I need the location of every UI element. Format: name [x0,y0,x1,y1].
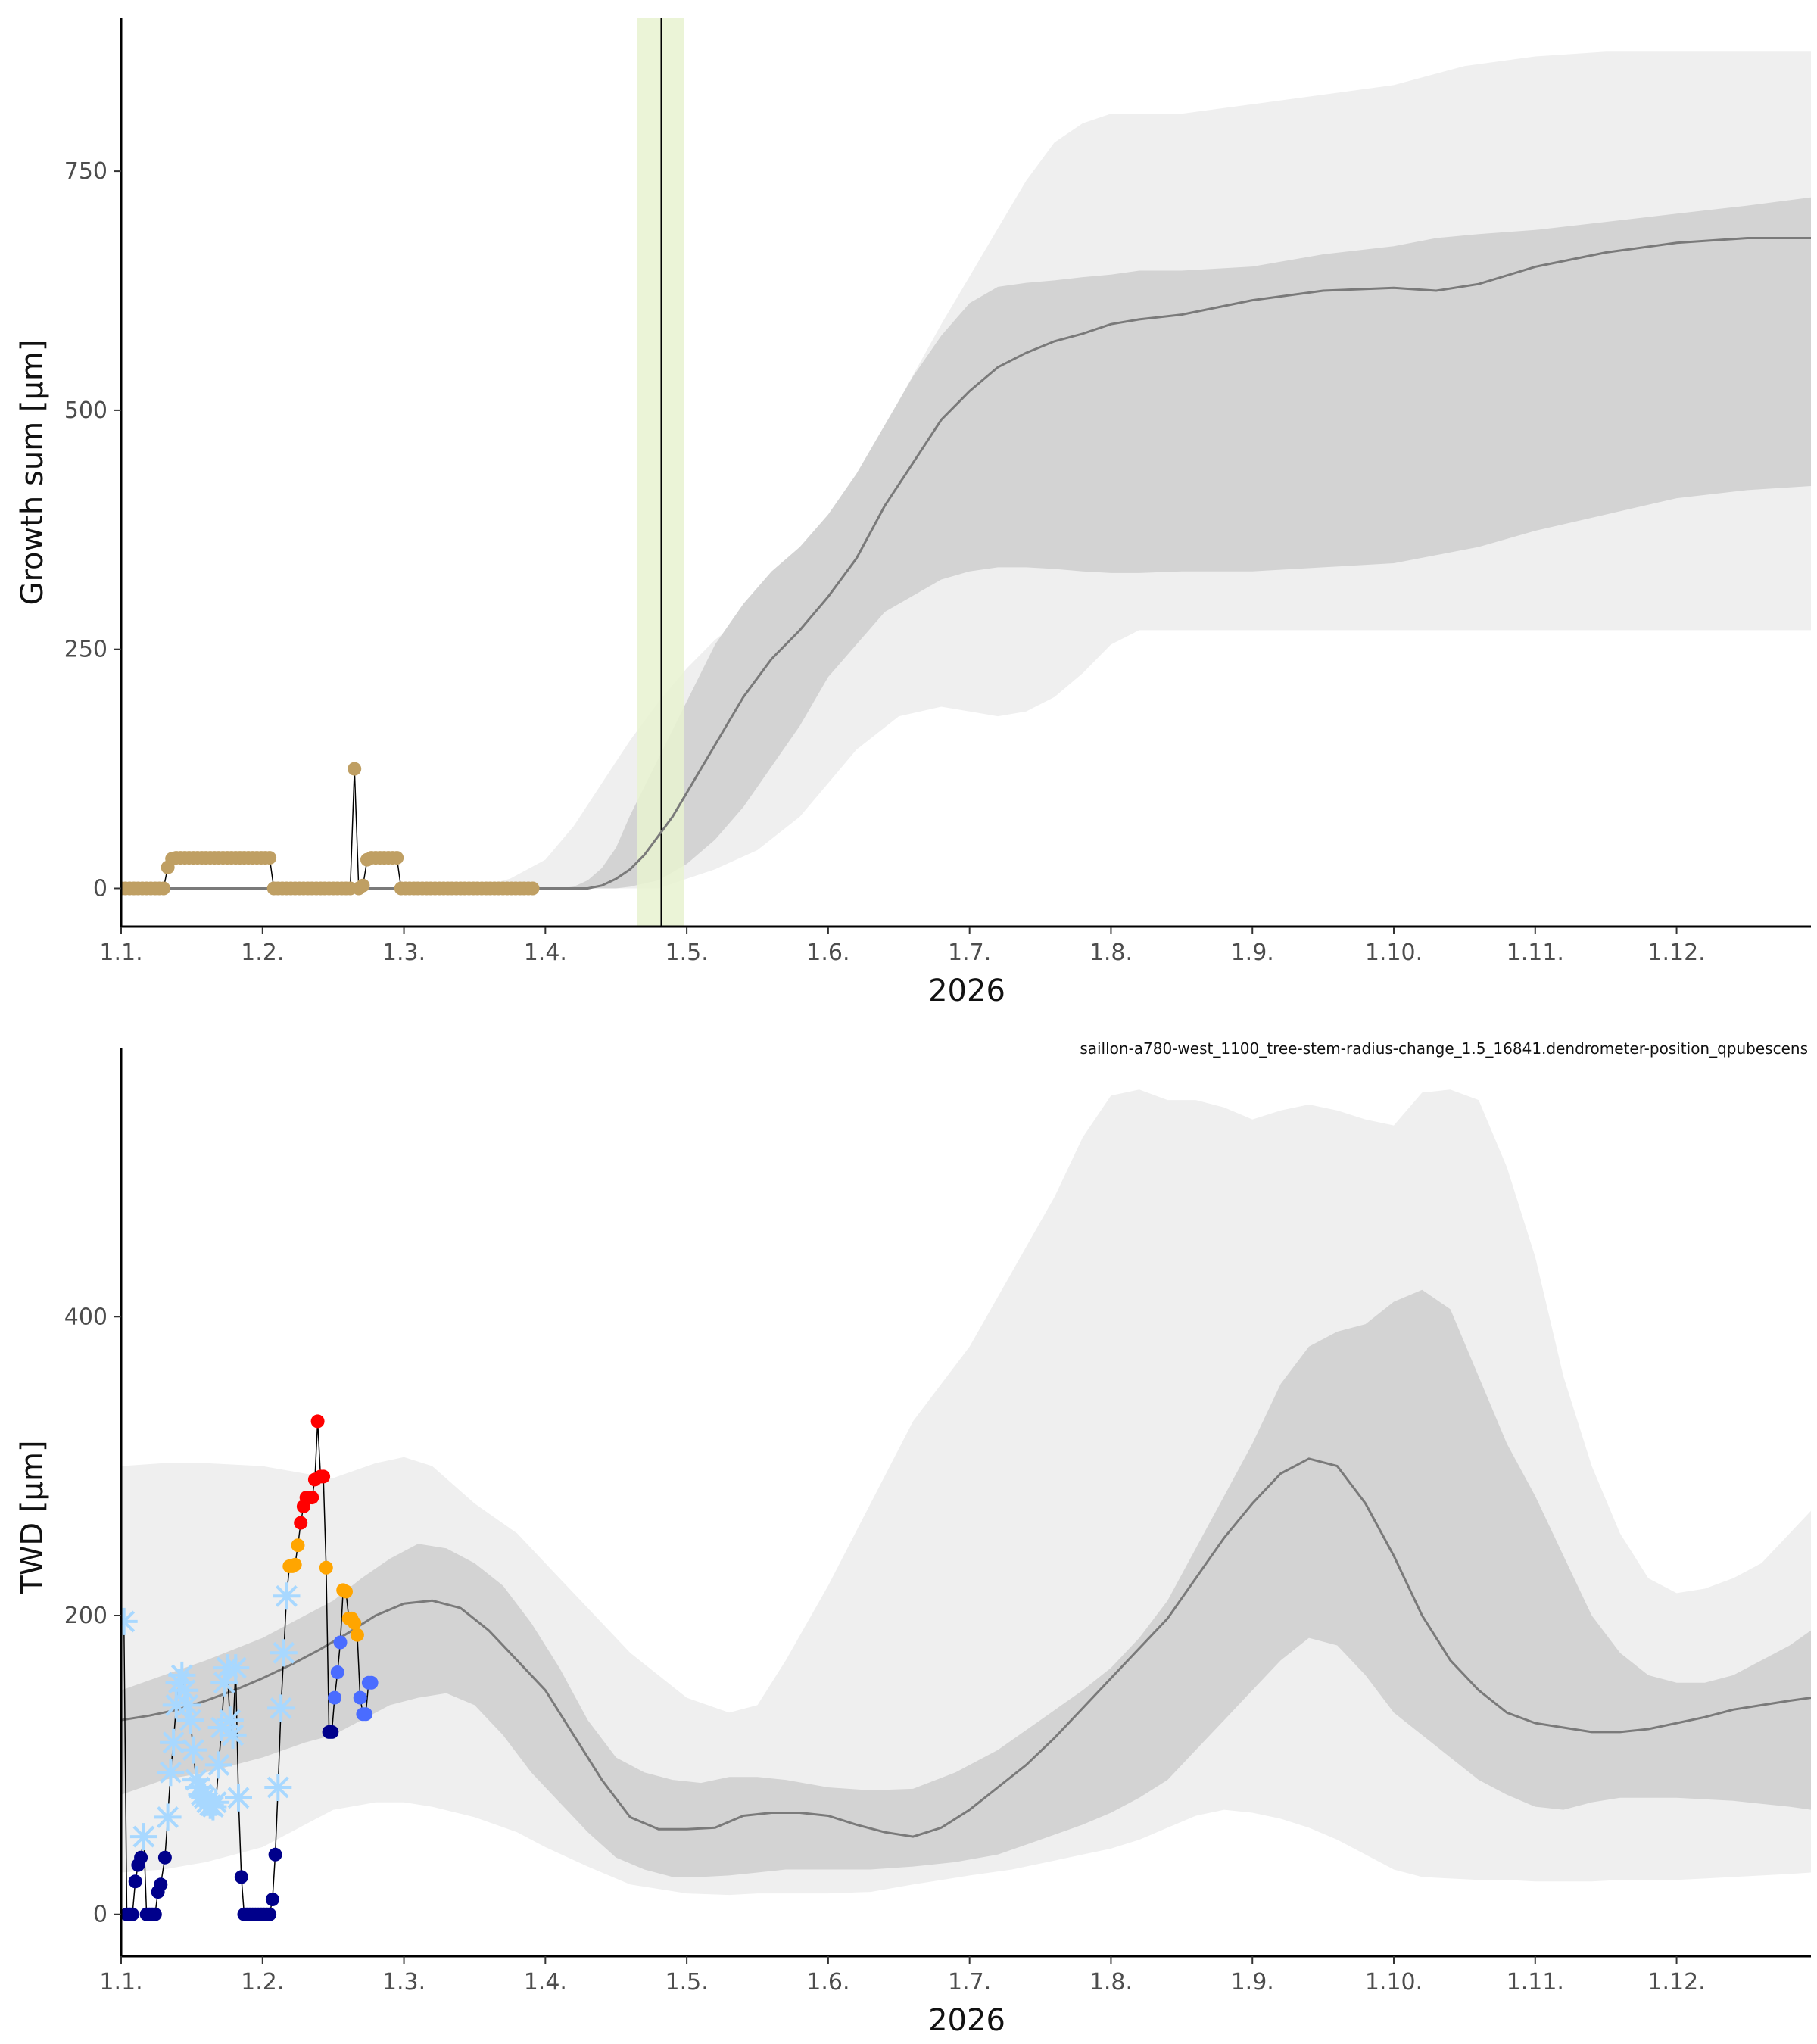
twd-x-tick-label-5: 1.6. [806,1969,849,1996]
twd-point-high-78 [339,1584,353,1599]
growth-x-tick-label-1: 1.2. [241,939,284,966]
twd-point-extreme-62 [294,1516,308,1530]
growth-point-35 [263,851,277,865]
growth-point-97 [525,881,540,896]
twd-point-snow-56 [268,1637,299,1669]
twd-y-tick-label-1: 200 [64,1603,108,1629]
growth-y-axis-title: Growth sum [µm] [15,340,50,606]
growth-series-line [121,768,533,890]
growth-point-57 [356,878,370,893]
twd-point-snow-24 [178,1734,209,1765]
twd-y-tick-label-2: 400 [64,1304,108,1330]
growth-point-55 [348,762,362,776]
growth-point-10 [157,881,170,896]
twd-point-low-6 [134,1850,148,1865]
twd-point-snow-16 [155,1757,186,1788]
twd-point-snow-23 [175,1705,206,1736]
twd-point-low-11 [148,1907,162,1921]
twd-point-high-82 [350,1628,364,1642]
twd-point-snow-39 [220,1653,251,1684]
growth-y-tick-label-2: 500 [64,397,108,424]
twd-point-high-61 [291,1538,305,1553]
twd-point-low-41 [234,1870,248,1884]
twd-point-snow-54 [263,1772,294,1803]
growth-median-line [121,237,1811,890]
twd-point-low-51 [263,1907,277,1921]
growth-panel: 1.1. 1.2. 1.3. 1.4. 1.5. 1.6. 1.7. 1.8. 1.9. 1.10… [15,18,1811,1008]
twd-point-snow-0 [121,1606,139,1637]
growth-axes: 1.1. 1.2. 1.3. 1.4. 1.5. 1.6. 1.7. 1.8. 1.9. 1.10… [64,18,1811,966]
twd-x-tick-label-2: 1.3. [382,1969,425,1996]
twd-point-low-14 [157,1850,172,1865]
twd-x-tick-label-4: 1.5. [665,1969,708,1996]
twd-point-low-73 [325,1725,339,1739]
twd-point-mid-76 [333,1635,348,1650]
twd-point-snow-40 [223,1782,254,1813]
twd-axes: 1.1. 1.2. 1.3. 1.4. 1.5. 1.6. 1.7. 1.8. 1.9. 1.10… [64,1048,1811,1996]
growth-x-tick-label-5: 1.6. [806,939,849,966]
growth-x-tick-label-6: 1.7. [948,939,991,966]
growth-y-tick-label-0: 0 [93,875,108,902]
growth-points [121,762,540,896]
twd-point-low-52 [265,1893,279,1906]
twd-median-line [121,1457,1811,1838]
twd-x-tick-label-10: 1.11. [1507,1969,1564,1996]
twd-point-extreme-70 [316,1469,331,1484]
twd-point-high-60 [288,1557,302,1572]
twd-x-tick-label-11: 1.12. [1647,1969,1705,1996]
twd-point-low-4 [128,1874,142,1889]
twd-point-extreme-66 [305,1491,319,1505]
growth-y-tick-label-1: 250 [64,637,108,663]
twd-point-snow-57 [271,1581,302,1612]
twd-point-snow-38 [217,1719,248,1750]
twd-x-tick-label-1: 1.2. [241,1969,284,1996]
twd-y-axis-title: TWD [µm] [15,1440,50,1594]
growth-x-tick-label-2: 1.3. [382,939,425,966]
growth-x-tick-label-10: 1.11. [1507,939,1564,966]
twd-point-low-13 [154,1877,168,1892]
twd-point-high-81 [348,1616,362,1630]
twd-point-mid-75 [330,1665,344,1679]
twd-point-snow-17 [158,1727,189,1758]
growth-x-tick-label-9: 1.10. [1365,939,1423,966]
twd-x-tick-label-6: 1.7. [948,1969,991,1996]
twd-point-mid-83 [353,1690,367,1705]
twd-point-mid-87 [364,1675,379,1690]
growth-x-tick-label-7: 1.8. [1089,939,1133,966]
twd-point-snow-55 [266,1693,297,1724]
twd-x-tick-label-9: 1.10. [1365,1969,1423,1996]
growth-x-tick-label-11: 1.12. [1647,939,1705,966]
growth-y-tick-label-3: 750 [64,158,108,185]
growth-x-tick-label-3: 1.4. [524,939,567,966]
growth-inner-band [121,197,1811,889]
twd-point-low-53 [268,1847,282,1862]
twd-x-tick-label-8: 1.9. [1231,1969,1274,1996]
twd-point-mid-74 [328,1690,341,1705]
twd-panel: saillon-a780-west_1100_tree-stem-radius-… [15,1039,1811,2038]
twd-point-snow-7 [128,1821,159,1852]
twd-y-tick-label-0: 0 [93,1902,108,1928]
growth-x-tick-label-0: 1.1. [99,939,142,966]
twd-point-extreme-68 [310,1414,325,1429]
twd-series-annotation: saillon-a780-west_1100_tree-stem-radius-… [1080,1039,1808,1058]
twd-point-low-3 [125,1907,139,1921]
growth-x-axis-title: 2026 [928,974,1005,1008]
twd-points [121,1414,379,1921]
twd-point-snow-15 [152,1802,183,1833]
twd-point-snow-33 [203,1750,234,1781]
growth-x-tick-label-8: 1.9. [1231,939,1274,966]
twd-x-tick-label-0: 1.1. [99,1969,142,1996]
twd-inner-band [121,1289,1811,1877]
twd-x-axis-title: 2026 [928,2003,1005,2038]
growth-point-65 [390,851,404,865]
twd-x-tick-label-3: 1.4. [524,1969,567,1996]
twd-x-tick-label-7: 1.8. [1089,1969,1133,1996]
twd-point-snow-32 [201,1787,232,1818]
twd-point-mid-85 [359,1707,373,1722]
twd-point-high-71 [319,1560,333,1575]
growth-x-tick-label-4: 1.5. [665,939,708,966]
